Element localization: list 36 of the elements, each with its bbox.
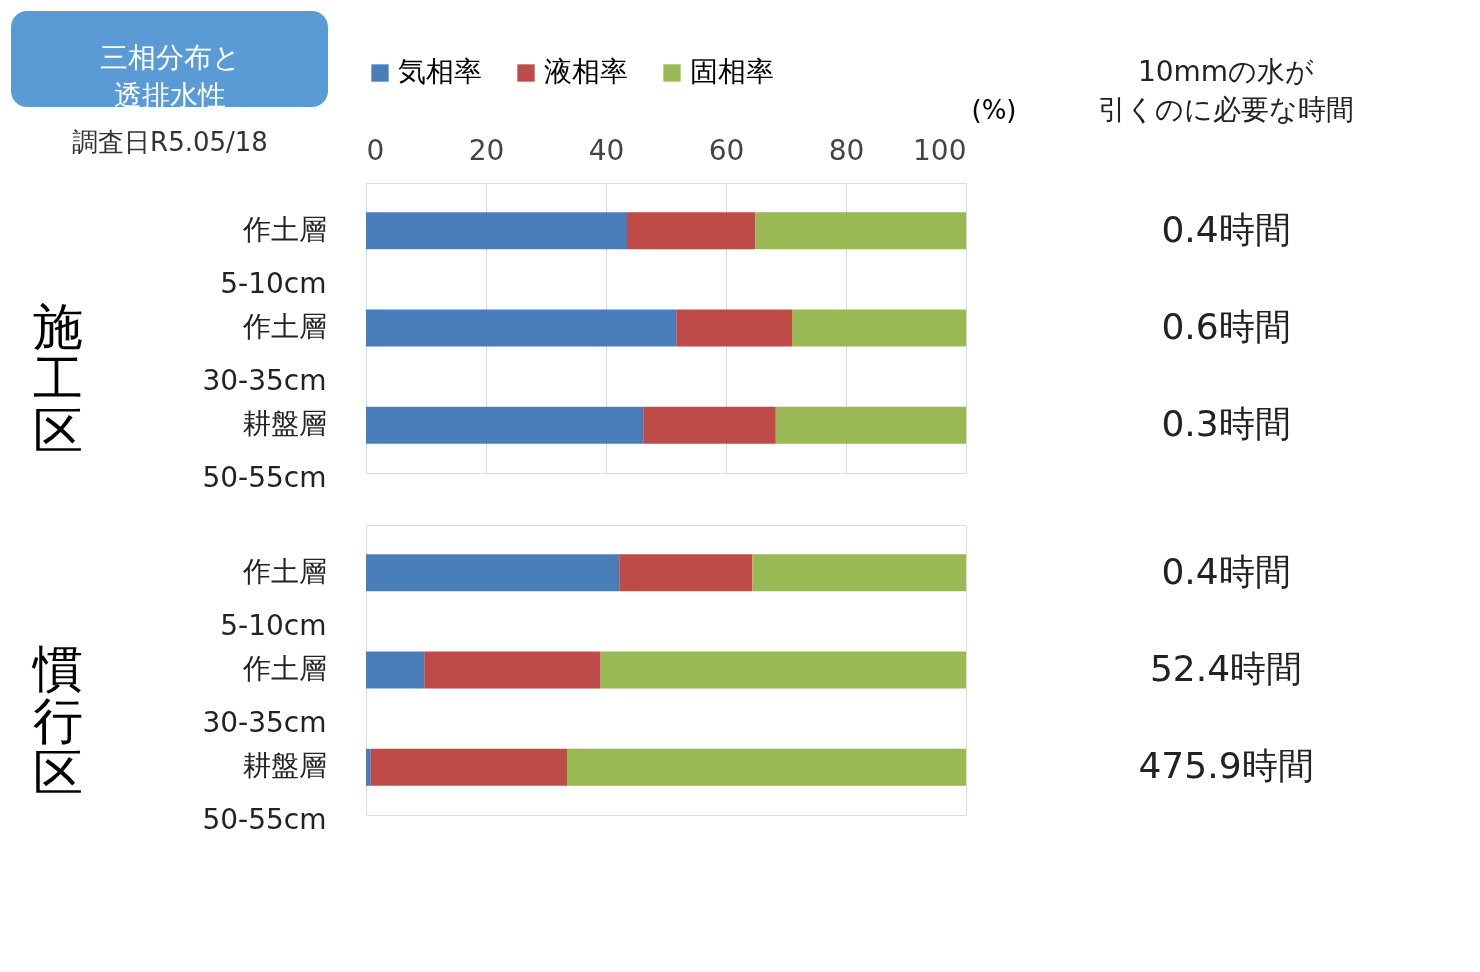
y-tick-label: 作土層 5-10cm xyxy=(220,212,327,300)
text: 52.4時間 xyxy=(1149,648,1303,689)
x-tick-label: 40 xyxy=(588,133,625,167)
x-tick-label: 80 xyxy=(828,133,865,167)
x-tick-label: 0 xyxy=(366,133,385,167)
bar xyxy=(366,554,620,592)
bar xyxy=(567,748,966,786)
text: 0.6時間 xyxy=(1161,306,1291,347)
bar xyxy=(600,651,966,689)
text: 475.9時間 xyxy=(1138,745,1314,787)
text: 引くのに必要な時間 xyxy=(1098,93,1354,126)
bar xyxy=(619,554,753,592)
text: 0.4時間 xyxy=(1161,550,1291,592)
chart-subtitle: 調査日R5.05/18 xyxy=(72,127,268,157)
legend-label: 気相率 xyxy=(398,55,482,88)
text: 0.4時間 xyxy=(1161,208,1291,250)
x-axis-title: (%) xyxy=(971,94,1017,125)
bar xyxy=(370,748,567,786)
legend-label: 液相率 xyxy=(544,55,628,88)
x-tick-label: 100 xyxy=(913,133,967,167)
y-axis-title: 施工区 xyxy=(33,297,84,460)
bar xyxy=(366,748,371,786)
legend-label: 固相率 xyxy=(690,55,774,88)
y-tick-label: 作土層 30-35cm xyxy=(202,652,327,739)
y-axis-title: 慣行区 xyxy=(31,639,84,802)
bar xyxy=(366,651,425,689)
y-tick-label: 作土層 5-10cm xyxy=(220,554,327,642)
y-tick-label: 作土層 30-35cm xyxy=(202,310,327,397)
y-tick-label: 耕盤層 50-55cm xyxy=(202,749,327,837)
text: 10mmの水が xyxy=(1137,55,1315,88)
bar xyxy=(424,651,601,689)
x-tick-label: 60 xyxy=(708,133,745,167)
y-tick-label: 耕盤層 50-55cm xyxy=(202,407,327,495)
x-tick-label: 20 xyxy=(468,133,505,167)
bar xyxy=(752,554,966,592)
text: 0.3時間 xyxy=(1161,403,1291,445)
